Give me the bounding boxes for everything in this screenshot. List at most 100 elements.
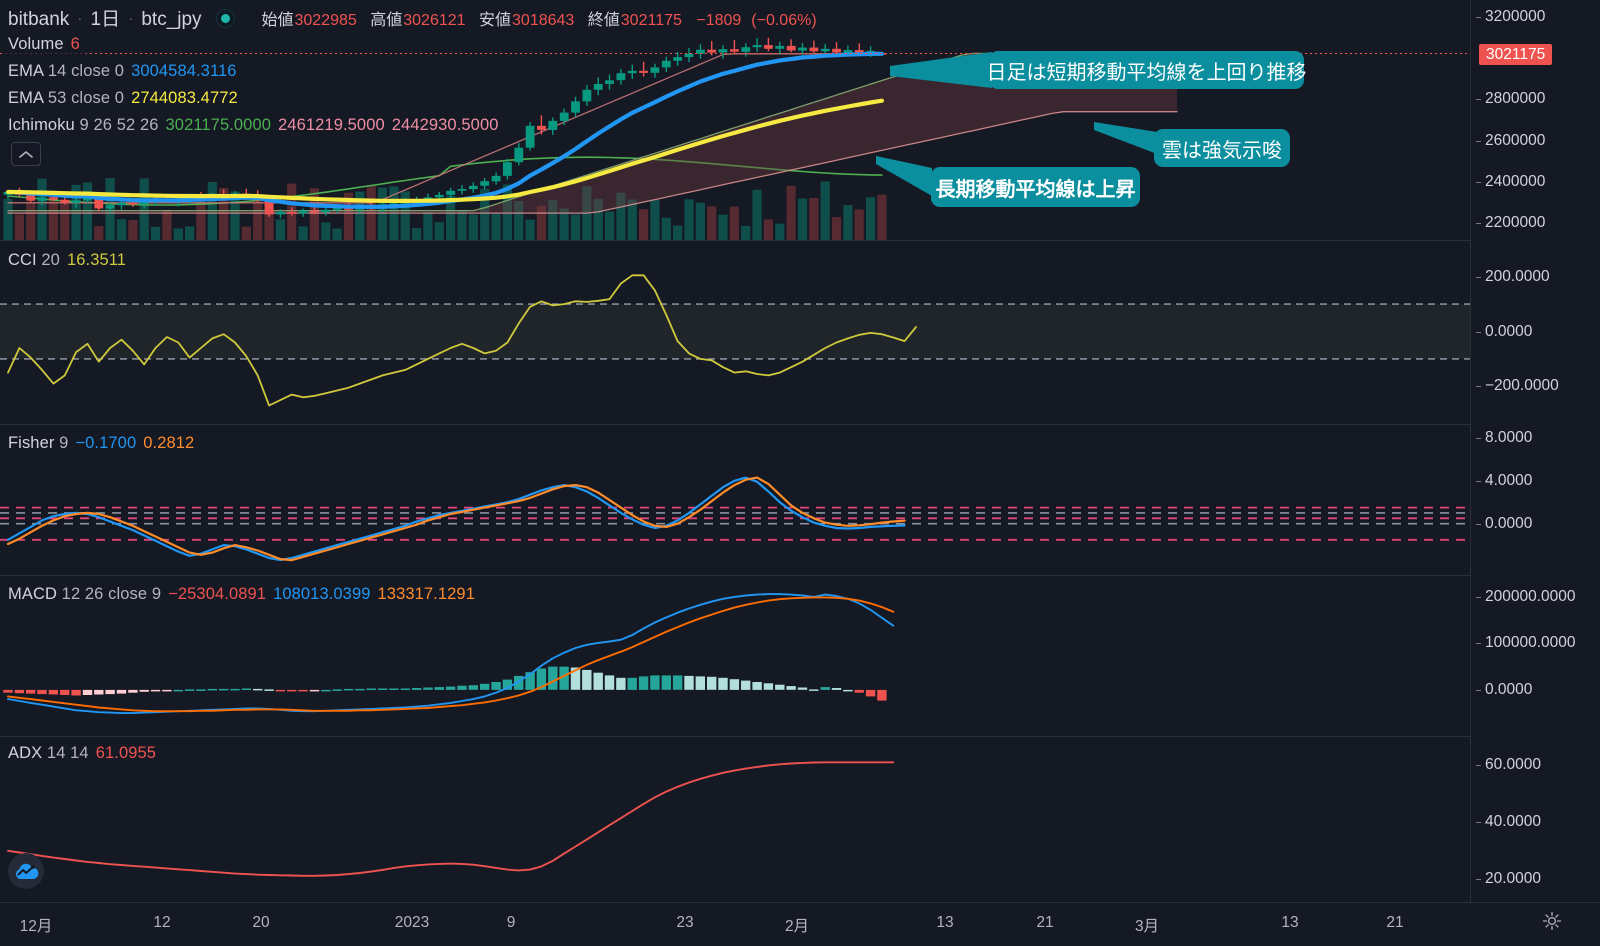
legend-ema53[interactable]: EMA 53 close 0 2744083.4772 [4,88,244,110]
legend-cci[interactable]: CCI 20 16.3511 [4,250,133,272]
legend-ichimoku-v3: 2442930.5000 [391,116,499,134]
legend-adx-name: ADX [8,744,43,762]
legend-macd-v2: 108013.0399 [273,585,371,603]
legend-macd[interactable]: MACD 12 26 close 9 −25304.0891 108013.0399… [4,584,481,606]
connection-status-dot [216,9,236,28]
pane-divider-adx[interactable] [0,736,1600,737]
price-chart-canvas [0,37,1470,240]
time-axis-tick: 20 [252,914,270,931]
legend-ichimoku-v2: 2461219.5000 [278,116,385,134]
legend-adx-params: 14 14 [46,744,89,762]
cloud-chart-icon [16,863,39,879]
time-axis-tick: 13 [1281,914,1299,931]
chevron-up-icon [19,150,33,158]
last-price-badge[interactable]: 3021175 [1479,43,1553,65]
time-axis-tick: 12 [153,914,171,931]
annotation-long-ma-rising[interactable]: 長期移動平均線は上昇 [931,167,1140,207]
cci-axis-tick: 0.0000 [1475,322,1533,340]
fisher-axis-tick: 8.0000 [1475,428,1533,446]
header-separator-1: · [77,11,83,26]
chart-header: bitbank · 1日 · btc_jpy 始値3022985 高値30261… [0,0,826,30]
collapse-pane-button[interactable] [11,142,41,166]
adx-chart-canvas [7,761,895,877]
adx-pane[interactable] [0,737,1470,902]
chart-settings-button[interactable] [1540,909,1564,933]
pane-divider-fisher[interactable] [0,424,1600,425]
macd-chart-canvas [3,593,895,715]
legend-ema14-name: EMA [8,62,44,80]
legend-macd-params: 12 26 close 9 [61,585,162,603]
cci-axis-tick: 200.0000 [1476,267,1550,285]
price-axis-tick: 3200000 [1475,7,1546,25]
annotation-price-above-short-ma-text: 日足は短期移動平均線を上回り推移 [986,61,1307,84]
cci-pane[interactable] [0,241,1470,422]
exchange-name[interactable]: bitbank [8,9,70,30]
gear-icon [1542,911,1562,931]
interval-label[interactable]: 1日 [90,9,121,30]
pane-divider-macd[interactable] [0,575,1600,576]
price-axis-tick: 2800000 [1475,90,1546,108]
legend-ema53-params: 53 close 0 [47,89,125,107]
price-axis-tick: 2600000 [1475,131,1546,149]
time-axis-tick: 2月 [784,918,810,935]
adx-axis-tick: 60.0000 [1475,756,1542,774]
legend-volume[interactable]: Volume 6 [4,34,86,56]
cci-chart-canvas [0,274,1470,407]
macd-axis-tick: 200000.0000 [1476,587,1576,605]
adx-axis-tick: 20.0000 [1475,870,1542,888]
price-axis-tick: 2400000 [1475,173,1546,191]
ohlc-low-value: 3018643 [512,12,575,29]
ohlc-close-label: 終値 [587,12,620,29]
ohlc-open-label: 始値 [261,12,294,29]
time-axis-tick: 2023 [394,914,430,931]
ohlc-low-label: 安値 [479,12,512,29]
legend-adx[interactable]: ADX 14 14 61.0955 [4,743,163,765]
price-axis[interactable]: 3200000 2800000 2600000 2400000 2200000 200.0… [1470,0,1600,902]
annotation-long-ma-rising-text: 長期移動平均線は上昇 [935,178,1136,201]
legend-fisher-v2: 0.2812 [143,434,195,452]
legend-fisher-params: 9 [59,434,69,452]
brand-logo-icon [8,853,44,889]
symbol-name[interactable]: btc_jpy [141,9,202,30]
annotation-cloud-bullish-text: 雲は強気示唆 [1162,139,1282,162]
annotation-cloud-bullish[interactable]: 雲は強気示唆 [1154,129,1290,167]
fisher-axis-tick: 0.0000 [1475,514,1533,532]
time-axis-tick: 13 [936,914,954,931]
ohlc-high-label: 高値 [370,12,403,29]
adx-axis-tick: 40.0000 [1475,813,1542,831]
legend-cci-value: 16.3511 [66,251,127,269]
price-pane[interactable] [0,0,1470,240]
time-axis-tick: 9 [506,914,516,931]
legend-volume-name: Volume [8,35,64,53]
legend-ema53-value: 2744083.4772 [131,89,238,107]
ohlc-readout: 始値3022985 高値3026121 安値3018643 終値3021175 … [261,12,825,29]
macd-pane[interactable] [0,576,1470,734]
legend-cci-params: 20 [41,251,60,269]
time-axis-tick: 12月 [19,918,53,935]
header-separator-2: · [128,11,133,26]
fisher-pane[interactable] [0,425,1470,573]
legend-ema14-params: 14 close 0 [47,62,125,80]
legend-ichimoku[interactable]: Ichimoku 9 26 52 26 3021175.0000 2461219.5… [4,115,505,137]
legend-ichimoku-params: 9 26 52 26 [79,116,159,134]
legend-ema14-value: 3004584.3116 [131,62,237,80]
time-axis-tick: 21 [1036,914,1054,931]
legend-ichimoku-name: Ichimoku [8,116,75,134]
time-axis[interactable]: 12月 12 20 2023 9 23 2月 13 21 3月 13 21 [0,902,1600,946]
time-axis-tick: 3月 [1134,918,1160,935]
legend-cci-name: CCI [8,251,37,269]
price-axis-tick: 2200000 [1475,214,1546,232]
legend-macd-v1: −25304.0891 [168,585,267,603]
legend-volume-value: 6 [70,35,80,53]
legend-fisher-name: Fisher [8,434,55,452]
ohlc-change: −1809 [696,12,742,29]
legend-ema14[interactable]: EMA 14 close 0 3004584.3116 [4,61,243,83]
annotation-price-above-short-ma[interactable]: 日足は短期移動平均線を上回り推移 [986,51,1307,89]
legend-ema53-name: EMA [8,89,44,107]
legend-fisher[interactable]: Fisher 9 −0.1700 0.2812 [4,433,201,455]
time-axis-tick: 21 [1386,914,1404,931]
pane-divider-cci[interactable] [0,240,1600,241]
legend-macd-v3: 133317.1291 [377,585,475,603]
legend-fisher-v1: −0.1700 [75,434,137,452]
